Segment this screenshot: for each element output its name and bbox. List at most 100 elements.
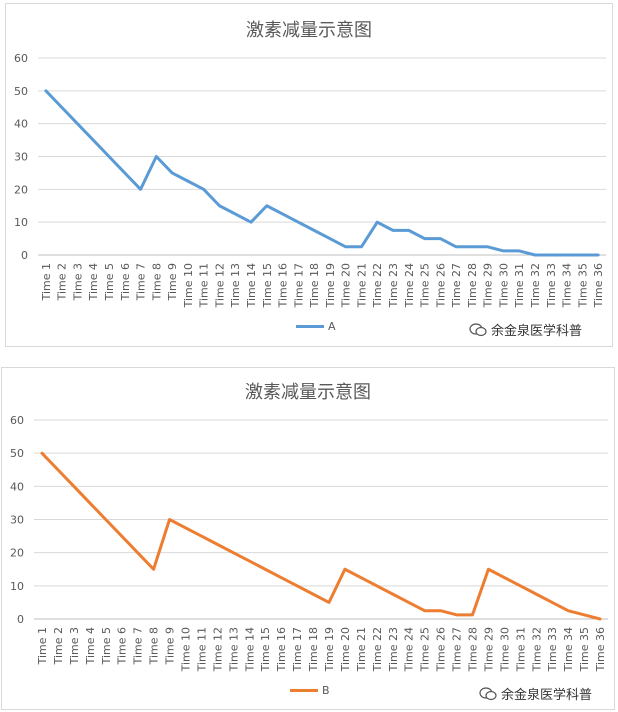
x-tick-label: Time 27 <box>451 627 464 672</box>
watermark-b-text: 余金泉医学科普 <box>501 688 593 703</box>
y-tick-label: 50 <box>14 85 28 98</box>
chart-b-legend: B <box>290 684 330 697</box>
x-tick-label: Time 1 <box>40 263 53 301</box>
x-tick-label: Time 26 <box>435 627 448 672</box>
x-tick-label: Time 4 <box>87 263 100 301</box>
x-tick-label: Time 36 <box>594 627 607 672</box>
y-tick-label: 40 <box>10 480 24 493</box>
x-tick-label: Time 36 <box>592 263 605 308</box>
x-tick-label: Time 9 <box>164 627 177 665</box>
watermark-a-text: 余金泉医学科普 <box>491 324 583 339</box>
x-tick-label: Time 34 <box>562 627 575 672</box>
x-tick-label: Time 2 <box>52 627 65 665</box>
x-tick-label: Time 25 <box>419 263 432 308</box>
x-tick-label: Time 7 <box>135 263 148 301</box>
x-tick-label: Time 16 <box>275 627 288 672</box>
x-tick-label: Time 13 <box>229 263 242 308</box>
x-tick-label: Time 21 <box>355 627 368 672</box>
y-tick-label: 0 <box>21 249 28 262</box>
x-tick-label: Time 31 <box>514 627 527 672</box>
x-tick-label: Time 2 <box>56 263 69 301</box>
x-tick-label: Time 18 <box>307 627 320 672</box>
x-tick-label: Time 4 <box>84 627 97 665</box>
y-tick-label: 30 <box>10 514 24 527</box>
x-tick-label: Time 9 <box>166 263 179 301</box>
x-tick-label: Time 32 <box>530 627 543 672</box>
series-line-A <box>44 89 600 257</box>
x-tick-label: Time 35 <box>576 263 589 308</box>
y-tick-label: 40 <box>14 118 28 131</box>
x-tick-label: Time 14 <box>243 627 256 672</box>
x-tick-label: Time 24 <box>403 627 416 672</box>
x-tick-label: Time 13 <box>227 627 240 672</box>
x-tick-label: Time 34 <box>561 263 574 308</box>
chart-a-legend: A <box>296 320 336 333</box>
x-tick-label: Time 22 <box>371 263 384 308</box>
y-tick-label: 20 <box>14 183 28 196</box>
x-tick-label: Time 30 <box>498 627 511 672</box>
y-tick-label: 10 <box>10 580 24 593</box>
x-tick-label: Time 33 <box>546 627 559 672</box>
x-tick-label: Time 3 <box>68 627 81 665</box>
x-tick-label: Time 29 <box>482 263 495 308</box>
x-tick-label: Time 28 <box>466 627 479 672</box>
x-tick-label: Time 16 <box>277 263 290 308</box>
legend-b-swatch <box>290 689 318 692</box>
x-tick-label: Time 23 <box>387 627 400 672</box>
x-tick-label: Time 8 <box>148 627 161 665</box>
x-tick-label: Time 24 <box>403 263 416 308</box>
x-tick-label: Time 14 <box>245 263 258 308</box>
x-tick-label: Time 26 <box>434 263 447 308</box>
x-tick-label: Time 15 <box>261 263 274 308</box>
x-tick-label: Time 5 <box>100 627 113 665</box>
x-tick-label: Time 11 <box>198 263 211 308</box>
x-tick-label: Time 20 <box>340 263 353 308</box>
y-tick-label: 20 <box>10 547 24 560</box>
x-tick-label: Time 18 <box>308 263 321 308</box>
x-tick-label: Time 25 <box>419 627 432 672</box>
y-tick-label: 60 <box>10 414 24 427</box>
x-tick-label: Time 29 <box>482 627 495 672</box>
x-tick-label: Time 33 <box>545 263 558 308</box>
y-tick-label: 60 <box>14 52 28 65</box>
x-tick-label: Time 1 <box>36 627 49 665</box>
x-tick-label: Time 12 <box>213 263 226 308</box>
x-tick-label: Time 23 <box>387 263 400 308</box>
watermark-b: 余金泉医学科普 <box>479 684 592 703</box>
x-tick-label: Time 31 <box>513 263 526 308</box>
wechat-icon <box>479 686 497 700</box>
y-tick-label: 50 <box>10 447 24 460</box>
x-tick-label: Time 17 <box>292 263 305 308</box>
x-tick-label: Time 12 <box>211 627 224 672</box>
y-tick-label: 30 <box>14 151 28 164</box>
x-tick-label: Time 19 <box>323 627 336 672</box>
x-tick-label: Time 17 <box>291 627 304 672</box>
x-tick-label: Time 11 <box>195 627 208 672</box>
x-tick-label: Time 7 <box>132 627 145 665</box>
x-tick-label: Time 21 <box>355 263 368 308</box>
y-tick-label: 10 <box>14 216 28 229</box>
x-tick-label: Time 10 <box>179 627 192 672</box>
x-tick-label: Time 3 <box>71 263 84 301</box>
y-tick-label: 0 <box>17 613 24 626</box>
legend-a-label: A <box>328 320 336 333</box>
x-tick-label: Time 20 <box>339 627 352 672</box>
x-tick-label: Time 6 <box>119 263 132 301</box>
x-tick-label: Time 19 <box>324 263 337 308</box>
x-tick-label: Time 28 <box>466 263 479 308</box>
chart-a-title: 激素减量示意图 <box>246 20 372 41</box>
x-tick-label: Time 27 <box>450 263 463 308</box>
x-tick-label: Time 22 <box>371 627 384 672</box>
series-line-B <box>40 451 602 621</box>
x-tick-label: Time 10 <box>182 263 195 308</box>
x-tick-label: Time 5 <box>103 263 116 301</box>
x-tick-label: Time 6 <box>116 627 129 665</box>
x-tick-label: Time 35 <box>578 627 591 672</box>
x-tick-label: Time 32 <box>529 263 542 308</box>
x-tick-label: Time 30 <box>497 263 510 308</box>
legend-b-label: B <box>322 684 330 697</box>
